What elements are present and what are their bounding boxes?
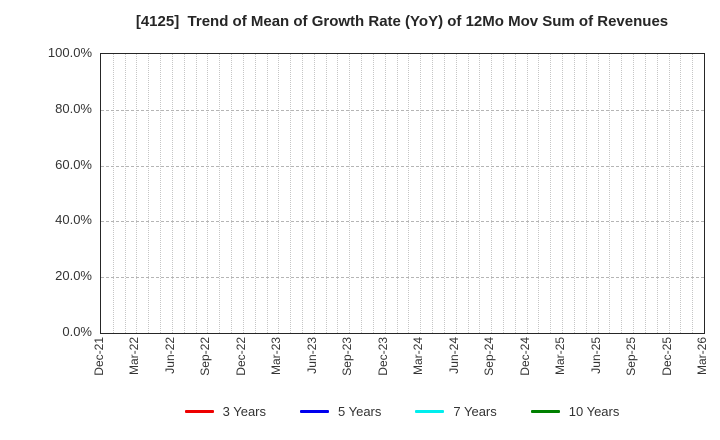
vertical-gridline [384, 54, 386, 333]
x-tick-label: Jun-24 [446, 337, 461, 374]
x-tick-label: Jun-22 [162, 337, 177, 374]
vertical-gridline [526, 54, 528, 333]
vertical-gridline [656, 54, 658, 333]
vertical-gridline [313, 54, 315, 333]
vertical-gridline [467, 54, 469, 333]
legend: 3 Years 5 Years 7 Years 10 Years [100, 404, 704, 419]
vertical-gridline [585, 54, 587, 333]
x-tick-label: Dec-24 [517, 337, 532, 376]
x-tick-label: Mar-26 [695, 337, 709, 376]
x-tick-label: Dec-23 [375, 337, 390, 376]
vertical-gridline [633, 54, 635, 333]
vertical-gridline [290, 54, 292, 333]
vertical-gridline [479, 54, 481, 333]
vertical-gridline [396, 54, 398, 333]
legend-item: 7 Years [415, 404, 497, 419]
vertical-gridline [278, 54, 280, 333]
vertical-gridline [361, 54, 363, 333]
legend-item: 5 Years [300, 404, 381, 419]
vertical-gridline [514, 54, 516, 333]
vertical-gridline [562, 54, 564, 333]
vertical-gridline [183, 54, 185, 333]
x-tick-label: Jun-23 [304, 337, 319, 374]
vertical-gridline [325, 54, 327, 333]
x-tick-label: Sep-22 [198, 337, 213, 376]
vertical-gridline [573, 54, 575, 333]
vertical-gridline [420, 54, 422, 333]
vertical-gridline [242, 54, 244, 333]
vertical-gridline [443, 54, 445, 333]
vertical-gridline [160, 54, 162, 333]
vertical-gridline [302, 54, 303, 333]
vertical-gridline [609, 54, 611, 333]
vertical-gridline [455, 54, 457, 333]
x-tick-label: Dec-25 [659, 337, 674, 376]
x-tick-label: Mar-24 [411, 337, 426, 376]
vertical-gridline [621, 54, 623, 333]
vertical-gridline [503, 54, 504, 333]
legend-line-swatch [530, 410, 560, 413]
y-tick-label: 60.0% [55, 156, 92, 172]
horizontal-gridline [101, 277, 704, 279]
x-tick-label: Sep-24 [482, 337, 497, 376]
vertical-gridline [136, 54, 138, 333]
y-tick-label: 0.0% [62, 324, 92, 339]
vertical-gridline [148, 54, 150, 333]
legend-label: 5 Years [338, 404, 382, 419]
plot-area [100, 53, 705, 334]
vertical-gridline [231, 54, 233, 333]
x-tick-label: Mar-25 [553, 337, 568, 376]
vertical-gridline [124, 54, 126, 333]
x-tick-label: Mar-22 [127, 337, 142, 376]
legend-label: 3 Years [222, 404, 266, 419]
vertical-gridline [550, 54, 552, 333]
legend-item: 3 Years [184, 404, 266, 419]
chart-title: [4125] Trend of Mean of Growth Rate (YoY… [135, 13, 669, 30]
x-tick-label: Sep-25 [624, 337, 639, 376]
legend-line-swatch [415, 410, 445, 413]
legend-label: 10 Years [568, 404, 620, 419]
vertical-gridline [266, 54, 268, 333]
vertical-gridline [644, 54, 646, 333]
x-tick-label: Mar-23 [269, 337, 284, 376]
legend-item: 10 Years [530, 404, 620, 419]
vertical-gridline [195, 54, 197, 333]
y-tick-label: 80.0% [55, 100, 92, 116]
y-tick-label: 20.0% [55, 268, 92, 284]
vertical-gridline [668, 54, 670, 333]
vertical-gridline [337, 54, 339, 333]
vertical-gridline [219, 54, 221, 333]
vertical-gridline [538, 54, 540, 333]
y-tick-label: 40.0% [55, 212, 92, 228]
x-tick-label: Dec-21 [92, 337, 106, 376]
legend-line-swatch [184, 410, 214, 413]
vertical-gridline [680, 54, 682, 333]
vertical-gridline [171, 54, 173, 333]
vertical-gridline [207, 54, 209, 333]
x-tick-label: Jun-25 [588, 337, 603, 374]
vertical-gridline [408, 54, 410, 333]
legend-line-swatch [300, 410, 329, 413]
horizontal-gridline [101, 165, 704, 167]
horizontal-gridline [101, 221, 704, 223]
vertical-gridline [597, 54, 599, 333]
legend-label: 7 Years [453, 404, 497, 419]
x-tick-label: Sep-23 [340, 337, 355, 376]
y-tick-label: 100.0% [47, 45, 92, 60]
vertical-gridline [349, 54, 351, 333]
vertical-gridline [372, 54, 374, 333]
vertical-gridline [491, 54, 493, 333]
horizontal-gridline [101, 109, 704, 111]
vertical-gridline [692, 54, 694, 333]
x-tick-label: Dec-22 [233, 337, 248, 376]
vertical-gridline [254, 54, 256, 333]
vertical-gridline [432, 54, 434, 333]
vertical-gridline [112, 54, 114, 333]
